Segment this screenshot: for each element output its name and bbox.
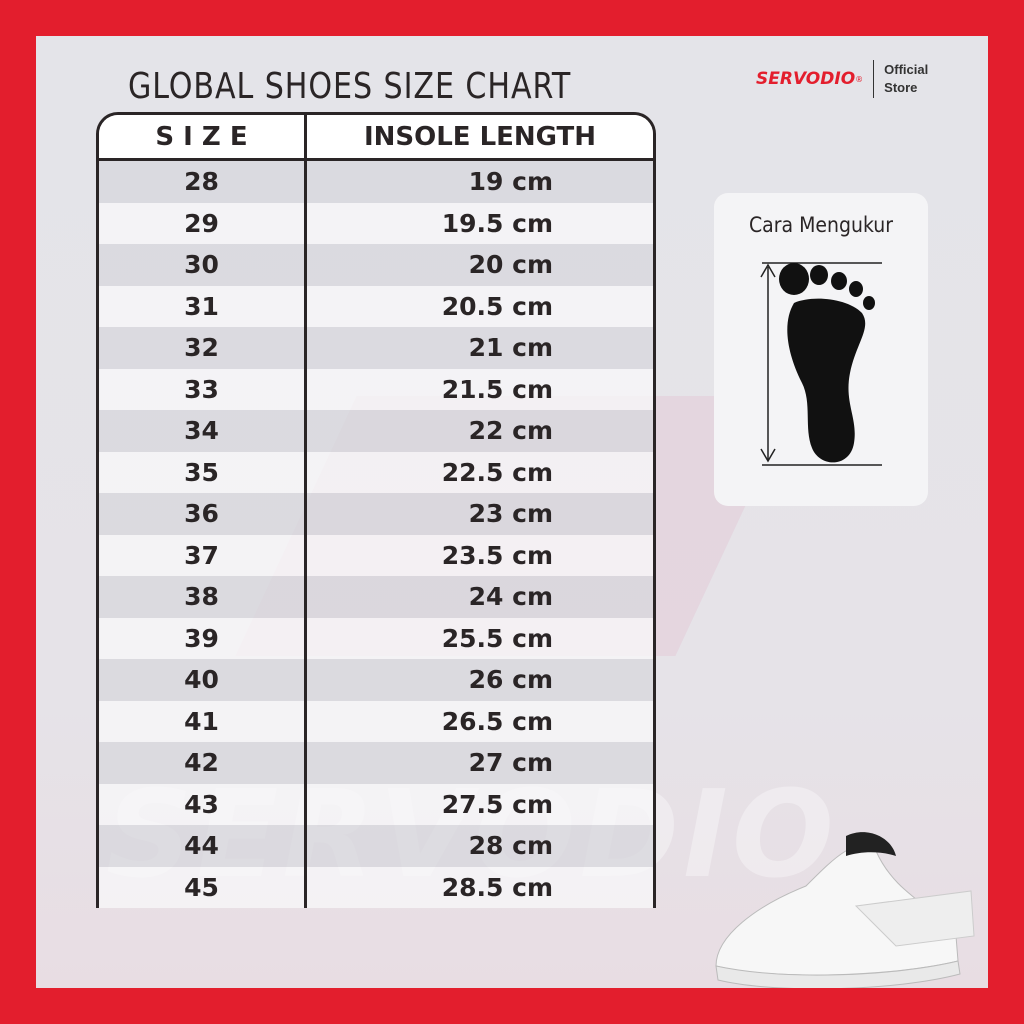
registered-mark: ® — [855, 74, 864, 84]
table-row: 31 20.5 cm — [99, 285, 653, 327]
insole-length-cell: 21.5 cm — [441, 374, 553, 404]
size-cell: 36 — [99, 493, 307, 535]
size-cell: 42 — [99, 742, 307, 784]
table-row: 40 26 cm — [99, 659, 653, 701]
insole-length-cell: 27.5 cm — [441, 789, 553, 819]
size-cell: 33 — [99, 368, 307, 410]
size-cell: 40 — [99, 659, 307, 701]
table-row: 35 22.5 cm — [99, 451, 653, 493]
measure-card: Cara Mengukur — [714, 193, 928, 506]
size-cell: 34 — [99, 410, 307, 452]
table-row: 30 20 cm — [99, 244, 653, 286]
size-cell: 43 — [99, 783, 307, 825]
size-cell: 41 — [99, 700, 307, 742]
size-cell: 45 — [99, 866, 307, 908]
foot-icon — [760, 262, 882, 466]
size-cell: 37 — [99, 534, 307, 576]
size-cell: 38 — [99, 576, 307, 618]
size-cell: 35 — [99, 451, 307, 493]
size-cell: 30 — [99, 244, 307, 286]
size-cell: 39 — [99, 617, 307, 659]
size-cell: 44 — [99, 825, 307, 867]
insole-length-cell: 23.5 cm — [441, 540, 553, 570]
table-row: 28 19 cm — [99, 161, 653, 203]
insole-length-cell: 19 cm — [468, 167, 553, 197]
insole-length-cell: 20.5 cm — [441, 291, 553, 321]
header-insole-length: INSOLE LENGTH — [363, 121, 597, 152]
brand-name: SERVODIO — [756, 69, 856, 89]
table-row: 43 27.5 cm — [99, 783, 653, 825]
table-row: 29 19.5 cm — [99, 202, 653, 244]
insole-length-cell: 23 cm — [468, 499, 553, 529]
size-table: S I Z E INSOLE LENGTH 28 19 cm 29 19.5 cm 30… — [96, 112, 656, 908]
header-size: S I Z E — [99, 115, 307, 158]
insole-length-cell: 28 cm — [468, 831, 553, 861]
insole-length-cell: 26 cm — [468, 665, 553, 695]
brand-logo: SERVODIO ® Official Store — [756, 60, 928, 98]
size-cell: 29 — [99, 202, 307, 244]
logo-divider — [873, 60, 875, 98]
insole-length-cell: 22.5 cm — [441, 457, 553, 487]
insole-length-cell: 25.5 cm — [441, 623, 553, 653]
table-row: 39 25.5 cm — [99, 617, 653, 659]
insole-length-cell: 26.5 cm — [441, 706, 553, 736]
table-row: 42 27 cm — [99, 742, 653, 784]
table-row: 32 21 cm — [99, 327, 653, 369]
table-row: 37 23.5 cm — [99, 534, 653, 576]
insole-length-cell: 21 cm — [468, 333, 553, 363]
insole-length-cell: 24 cm — [468, 582, 553, 612]
insole-length-cell: 28.5 cm — [441, 872, 553, 902]
table-row: 34 22 cm — [99, 410, 653, 452]
table-row: 45 28.5 cm — [99, 866, 653, 908]
official-store-label: Official Store — [884, 61, 928, 97]
store-line-1: Official — [884, 62, 929, 77]
insole-length-cell: 20 cm — [468, 250, 553, 280]
table-row: 33 21.5 cm — [99, 368, 653, 410]
size-cell: 28 — [99, 161, 307, 203]
table-row: 38 24 cm — [99, 576, 653, 618]
size-cell: 32 — [99, 327, 307, 369]
sneaker-image — [715, 832, 975, 988]
table-row: 44 28 cm — [99, 825, 653, 867]
page-title: GLOBAL SHOES SIZE CHART — [128, 66, 572, 107]
store-line-2: Store — [884, 80, 918, 95]
insole-length-cell: 27 cm — [468, 748, 553, 778]
size-cell: 31 — [99, 285, 307, 327]
measure-title: Cara Mengukur — [748, 213, 894, 237]
size-chart-canvas: SERVODIO GLOBAL SHOES SIZE CHART SERVODI… — [36, 36, 988, 988]
table-row: 41 26.5 cm — [99, 700, 653, 742]
table-row: 36 23 cm — [99, 493, 653, 535]
insole-length-cell: 19.5 cm — [441, 208, 553, 238]
table-header: S I Z E INSOLE LENGTH — [99, 115, 653, 161]
insole-length-cell: 22 cm — [468, 416, 553, 446]
